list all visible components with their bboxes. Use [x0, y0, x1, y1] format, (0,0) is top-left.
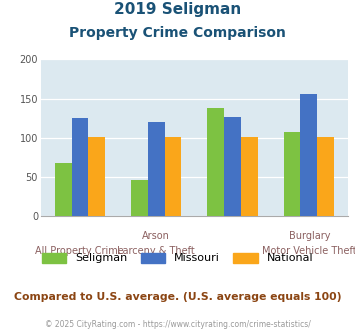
Text: 2019 Seligman: 2019 Seligman [114, 2, 241, 16]
Text: Property Crime Comparison: Property Crime Comparison [69, 26, 286, 40]
Bar [241, 137, 258, 216]
Bar [300, 94, 317, 216]
Bar [55, 163, 72, 216]
Text: Larceny & Theft: Larceny & Theft [117, 246, 195, 256]
Text: © 2025 CityRating.com - https://www.cityrating.com/crime-statistics/: © 2025 CityRating.com - https://www.city… [45, 320, 310, 329]
Text: Compared to U.S. average. (U.S. average equals 100): Compared to U.S. average. (U.S. average … [14, 292, 341, 302]
Bar [148, 122, 165, 216]
Text: Burglary: Burglary [289, 231, 330, 241]
Bar [165, 137, 181, 216]
Bar [131, 180, 148, 216]
Bar [317, 137, 334, 216]
Text: Arson: Arson [142, 231, 170, 241]
Text: Motor Vehicle Theft: Motor Vehicle Theft [262, 246, 355, 256]
Text: All Property Crime: All Property Crime [35, 246, 124, 256]
Bar [72, 118, 88, 216]
Bar [207, 108, 224, 216]
Bar [224, 117, 241, 216]
Legend: Seligman, Missouri, National: Seligman, Missouri, National [42, 253, 313, 263]
Bar [88, 137, 105, 216]
Bar [284, 132, 300, 216]
